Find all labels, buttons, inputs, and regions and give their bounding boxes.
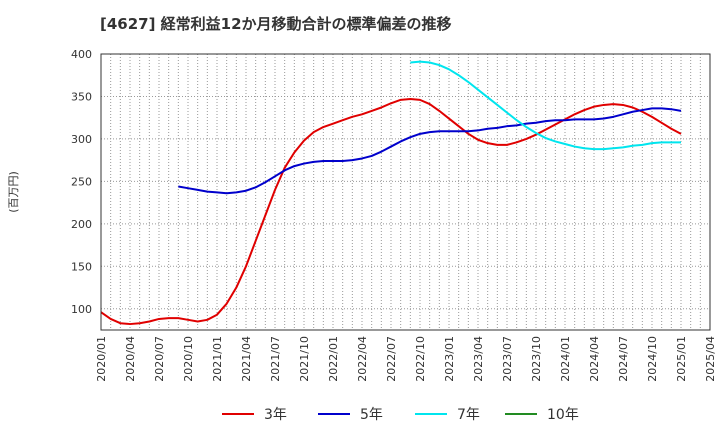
x-tick-label: 2023/10 [530,336,543,382]
y-tick-label: 200 [71,218,92,231]
legend-label: 3年 [264,407,287,423]
y-axis-label: (百万円) [7,171,20,213]
x-tick-label: 2020/01 [95,336,108,382]
x-tick-label: 2024/04 [588,336,601,382]
y-tick-label: 150 [71,260,92,273]
x-tick-label: 2023/04 [472,336,485,382]
x-tick-label: 2021/10 [298,336,311,382]
y-tick-label: 250 [71,175,92,188]
x-tick-label: 2023/07 [501,336,514,382]
y-tick-label: 350 [71,90,92,103]
legend-swatch [505,413,537,415]
legend-label: 5年 [360,407,383,423]
y-tick-label: 300 [71,133,92,146]
series-line-5年 [178,107,682,195]
x-tick-label: 2022/07 [385,336,398,382]
legend-item-7年: 7年 [415,402,480,426]
legend-item-5年: 5年 [318,402,383,426]
x-tick-label: 2022/01 [327,336,340,382]
x-tick-label: 2020/10 [182,336,195,382]
x-tick-label: 2021/07 [269,336,282,382]
series-line-7年 [410,60,681,151]
legend-item-10年: 10年 [505,402,579,426]
x-tick-label: 2024/10 [646,336,659,382]
x-tick-label: 2021/04 [240,336,253,382]
x-tick-label: 2020/07 [153,336,166,382]
x-tick-label: 2025/01 [675,336,688,382]
x-tick-label: 2023/01 [443,336,456,382]
legend-item-3年: 3年 [222,402,287,426]
legend: 3年 5年 7年 10年 [0,402,720,426]
x-tick-label: 2022/04 [356,336,369,382]
plot-frame [100,53,711,331]
x-tick-label: 2020/04 [124,336,137,382]
y-tick-label: 100 [71,303,92,316]
series-line-3年 [100,98,682,326]
legend-label: 10年 [547,407,579,423]
legend-swatch [318,413,350,415]
legend-label: 7年 [457,407,480,423]
x-tick-label: 2021/01 [211,336,224,382]
legend-swatch [415,413,447,415]
legend-swatch [222,413,254,415]
chart-title: [4627] 経常利益12か月移動合計の標準偏差の推移 [100,15,452,33]
y-tick-label: 400 [71,48,92,61]
x-tick-label: 2025/04 [704,336,717,382]
x-tick-label: 2024/01 [559,336,572,382]
chart-area: 100 150 200 250 300 350 400 2020/01 2020/04 2020/… [7,48,717,382]
x-tick-label: 2024/07 [617,336,630,382]
x-tick-label: 2022/10 [414,336,427,382]
